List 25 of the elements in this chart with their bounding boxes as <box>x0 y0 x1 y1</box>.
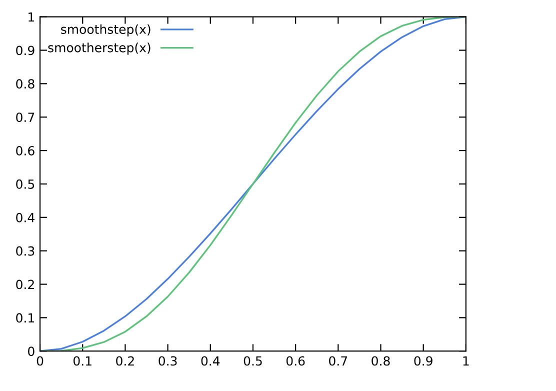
y-tick-label: 0.1 <box>16 313 34 323</box>
x-tick-label: 0.7 <box>329 356 348 366</box>
x-tick-label: 0.2 <box>116 356 134 366</box>
y-tick-label: 0.3 <box>16 246 34 256</box>
y-tick-label: 1 <box>28 12 34 22</box>
y-tick-label: 0.5 <box>16 179 34 189</box>
y-tick-label: 0.2 <box>16 280 34 290</box>
x-tick-label: 0.3 <box>158 356 177 366</box>
line-series <box>40 16 466 352</box>
x-tick-label: 1 <box>463 356 469 366</box>
x-tick-label: 0.1 <box>74 356 92 366</box>
y-tick-label: 0.8 <box>16 79 34 89</box>
x-tick-label: 0.9 <box>414 356 432 366</box>
y-tick-label: 0.9 <box>16 46 34 56</box>
x-tick-label: 0.8 <box>372 356 390 366</box>
x-tick-label: 0.5 <box>244 356 262 366</box>
y-tick-label: 0.6 <box>16 146 34 156</box>
y-tick-label: 0.4 <box>16 212 34 222</box>
legend-label: smoothstep(x) <box>61 24 150 36</box>
x-tick-label: 0.6 <box>286 356 305 366</box>
y-tick-label: 0.7 <box>16 112 34 122</box>
legend-label: smootherstep(x) <box>48 42 150 55</box>
y-tick-label: 0 <box>28 346 34 356</box>
x-tick-label: 0.4 <box>201 356 220 366</box>
x-tick-label: 0 <box>36 356 44 366</box>
